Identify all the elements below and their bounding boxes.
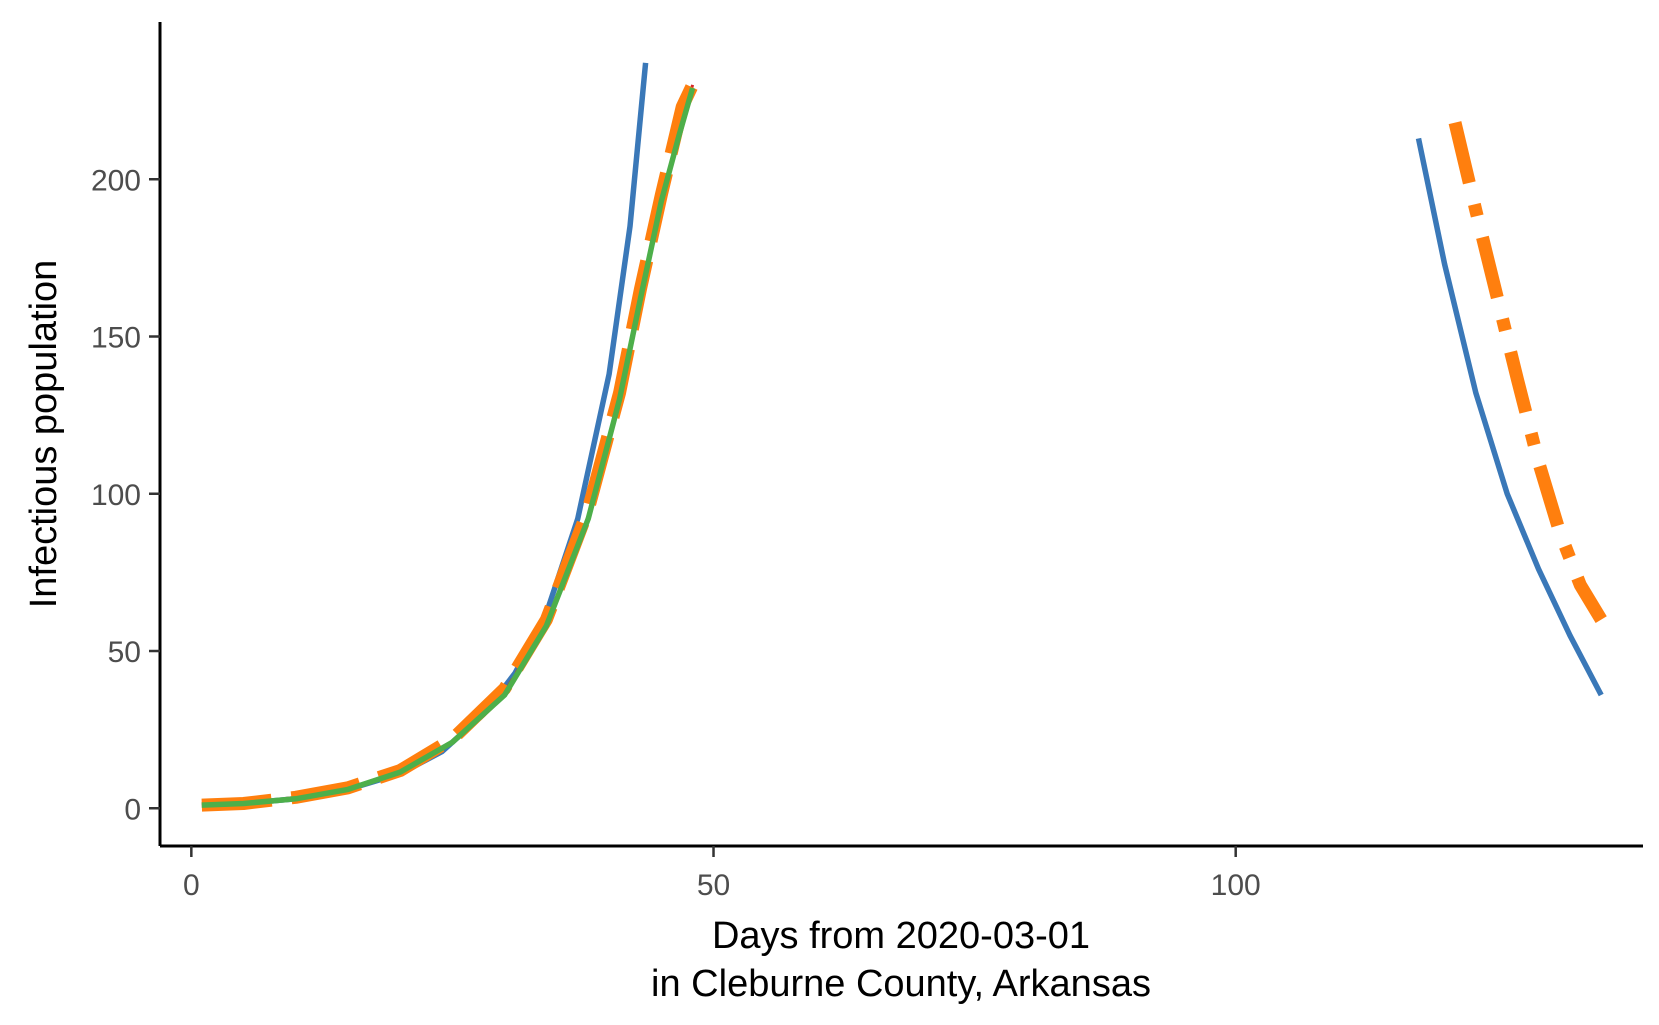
series-line-3 <box>201 84 695 805</box>
x-ticks: 0 50 100 <box>183 846 1261 902</box>
y-ticks: 0 50 100 150 200 <box>91 164 160 826</box>
x-tick-label: 50 <box>697 869 730 902</box>
x-axis-title-line1: Days from 2020-03-01 <box>712 915 1090 957</box>
series-layer <box>201 62 1607 812</box>
x-axis-title-line2: in Cleburne County, Arkansas <box>651 963 1151 1005</box>
series-line-4 <box>201 82 699 812</box>
x-tick-label: 100 <box>1211 869 1261 902</box>
series-line-2 <box>1415 137 1604 697</box>
series-line-5 <box>201 87 696 808</box>
y-tick-label: 100 <box>91 479 141 512</box>
y-tick-label: 0 <box>124 793 141 826</box>
x-tick-label: 0 <box>183 869 200 902</box>
y-tick-label: 150 <box>91 322 141 355</box>
y-tick-label: 200 <box>91 164 141 197</box>
series-line-1 <box>201 62 649 808</box>
y-tick-label: 50 <box>108 636 141 669</box>
y-axis-title: Infectious population <box>23 260 65 609</box>
